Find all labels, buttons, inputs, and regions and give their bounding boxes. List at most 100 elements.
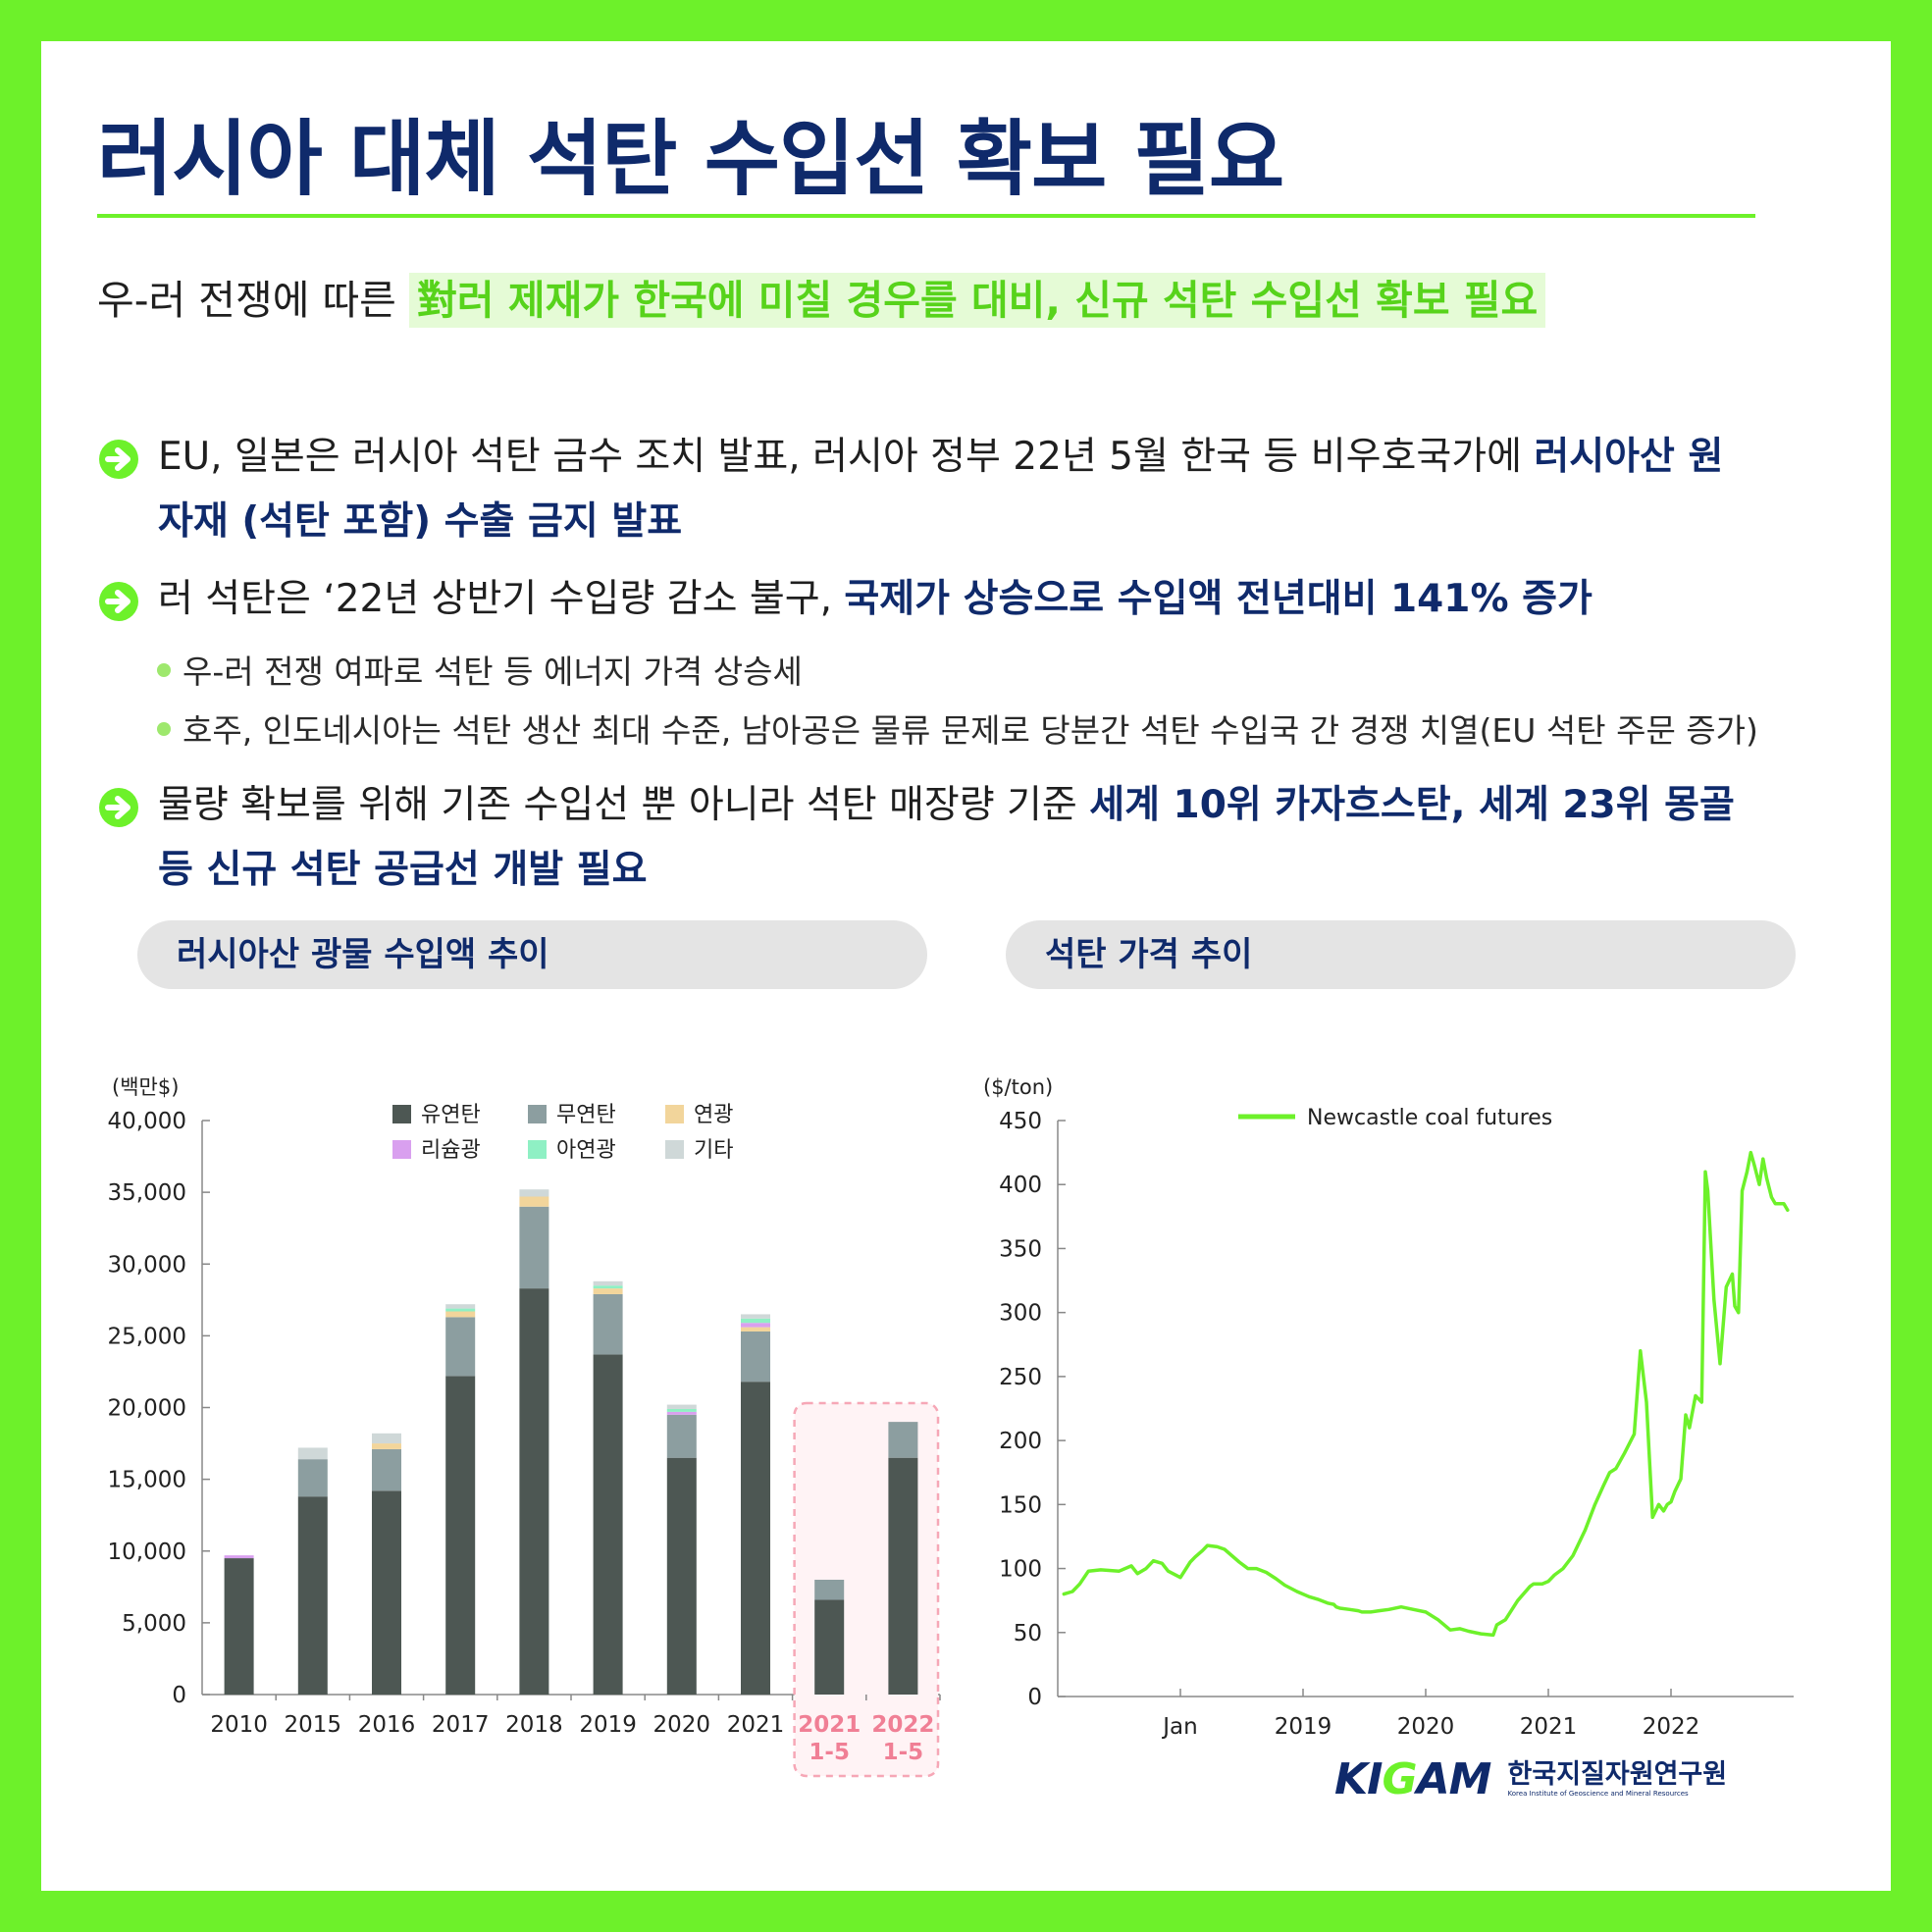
dot-bullet-icon [157,721,171,736]
bar-segment [519,1288,549,1695]
bullet-2-emphasis: 국제가 상승으로 수입액 전년대비 141% 증가 [844,577,1593,621]
bar-segment [519,1189,549,1197]
bar-segment [888,1422,918,1458]
y-tick-label: 400 [999,1173,1042,1198]
x-tick-label: 2019 [1275,1714,1332,1740]
bar-segment [372,1448,401,1491]
bar-segment [519,1206,549,1289]
legend-swatch [665,1140,684,1159]
x-tick-label: 2015 [285,1712,342,1738]
lead-sentence: 우-러 전쟁에 따른 對러 제재가 한국에 미칠 경우를 대비, 신규 석탄 수… [97,267,1546,328]
bar-segment [593,1288,623,1294]
bar-segment [297,1447,328,1460]
series-line-newcastle [1062,1150,1790,1638]
y-tick-label: 100 [999,1557,1042,1583]
bar-segment [224,1555,254,1559]
legend-swatch [528,1105,547,1123]
logo-korean-name: 한국지질자원연구원 [1507,1759,1728,1790]
bar-segment [593,1280,623,1286]
bar-segment [666,1411,697,1415]
bar-segment [888,1457,918,1695]
logo-english-name: Korea Institute of Geoscience and Minera… [1507,1790,1689,1798]
x-tick-label: 2017 [432,1712,490,1738]
y-tick-label: 150 [999,1492,1042,1518]
sub-bullet-1-text: 우-러 전쟁 여파로 석탄 등 에너지 가격 상승세 [183,653,803,691]
page-title: 러시아 대체 석탄 수입선 확보 필요 [97,111,1284,207]
bar-segment [372,1490,401,1695]
x-tick-label: 2021 [798,1712,861,1738]
logo-wordmark: KIGAM [1334,1754,1491,1804]
arrow-bullet-icon [99,440,138,479]
y-tick-label: 0 [172,1683,186,1708]
x-tick-label: 1-5 [809,1740,850,1765]
bullet-1-emphasis: 러시아산 원자재 (석탄 포함) 수출 금지 발표 [158,435,1724,544]
bullet-2: 러 석탄은 ‘22년 상반기 수입량 감소 불구, 국제가 상승으로 수입액 전… [97,567,1757,632]
bullet-1: EU, 일본은 러시아 석탄 금수 조치 발표, 러시아 정부 22년 5월 한… [97,425,1757,554]
bar-segment [741,1323,770,1328]
bar-segment [741,1331,770,1383]
y-tick-label: 5,000 [122,1611,186,1637]
y-tick-label: 25,000 [108,1324,186,1349]
x-tick-label: 2018 [505,1712,563,1738]
bar-segment [297,1496,328,1695]
bar-segment [666,1408,697,1412]
sub-bullet-2-text: 호주, 인도네시아는 석탄 생산 최대 수준, 남아공은 물류 문제로 당분간 … [183,711,1758,750]
x-tick-label: 2016 [358,1712,416,1738]
bar-segment [372,1433,401,1444]
x-tick-label: 2020 [653,1712,711,1738]
x-tick-label: 2020 [1397,1714,1455,1740]
bar-segment [666,1457,697,1695]
bar-segment [814,1580,845,1600]
coal-price-line-chart: ($/ton) 0 50 100 150 200 250 300 350 400 450 Jan 201… [983,1075,1794,1740]
legend-label: 연광 [694,1103,733,1127]
legend-label: 기타 [694,1138,733,1163]
bar-segment [741,1314,770,1319]
mineral-import-bar-chart: (백만$) 0 5,000 10,000 15,000 20,000 25,000 30,00… [108,1075,941,1778]
bar-segment [593,1285,623,1289]
x-tick-label: Jan [1161,1714,1197,1740]
bar-segment [372,1443,401,1449]
y-tick-label: 200 [999,1429,1042,1454]
y-tick-label: 15,000 [108,1468,186,1493]
bar-segment [445,1317,476,1377]
chart2-title: 석탄 가격 추이 [1006,920,1796,989]
y-tick-label: 35,000 [108,1180,186,1206]
chart1-title: 러시아산 광물 수입액 추이 [137,920,927,989]
bar-segment [741,1318,770,1324]
bar-segment [445,1304,476,1309]
bullet-3-emphasis: 세계 10위 카자흐스탄, 세계 23위 몽골 등 신규 석탄 공급선 개발 필… [158,783,1735,892]
bullet-3-text: 물량 확보를 위해 기존 수입선 뿐 아니라 석탄 매장량 기준 [158,783,1090,827]
bar-segment [445,1311,476,1318]
bullet-2-text: 러 석탄은 ‘22년 상반기 수입량 감소 불구, [158,577,845,621]
y-tick-label: 0 [1027,1685,1042,1710]
bar-segment [593,1293,623,1355]
y-tick-label: 10,000 [108,1540,186,1565]
bar-segment [224,1558,254,1695]
lead-highlight: 對러 제재가 한국에 미칠 경우를 대비, 신규 석탄 수입선 확보 필요 [408,273,1546,328]
y-tick-label: 30,000 [108,1252,186,1278]
arrow-bullet-icon [99,582,138,621]
y-axis-unit-label: ($/ton) [983,1075,1053,1099]
legend-label: Newcastle coal futures [1307,1106,1552,1130]
x-tick-label: 2021 [727,1712,785,1738]
x-tick-label: 2019 [579,1712,637,1738]
title-divider [97,214,1755,218]
y-axis-unit-label: (백만$) [112,1075,179,1099]
legend-swatch [528,1140,547,1159]
y-tick-label: 300 [999,1301,1042,1327]
y-tick-label: 450 [999,1109,1042,1134]
bar-segment [741,1382,770,1695]
bar-segment [519,1196,549,1207]
bar-segment [593,1354,623,1695]
bar-segment [666,1414,697,1458]
x-tick-label: 1-5 [883,1740,924,1765]
bar-segment [741,1327,770,1332]
arrow-bullet-icon [99,788,138,827]
bar-segment [814,1599,845,1695]
lead-prefix: 우-러 전쟁에 따른 [97,277,409,324]
legend-swatch [392,1140,411,1159]
bar-segment [297,1459,328,1497]
legend-label: 리슘광 [421,1138,481,1163]
legend-label: 아연광 [556,1138,616,1163]
sub-bullet-2: 호주, 인도네시아는 석탄 생산 최대 수준, 남아공은 물류 문제로 당분간 … [157,705,1758,752]
